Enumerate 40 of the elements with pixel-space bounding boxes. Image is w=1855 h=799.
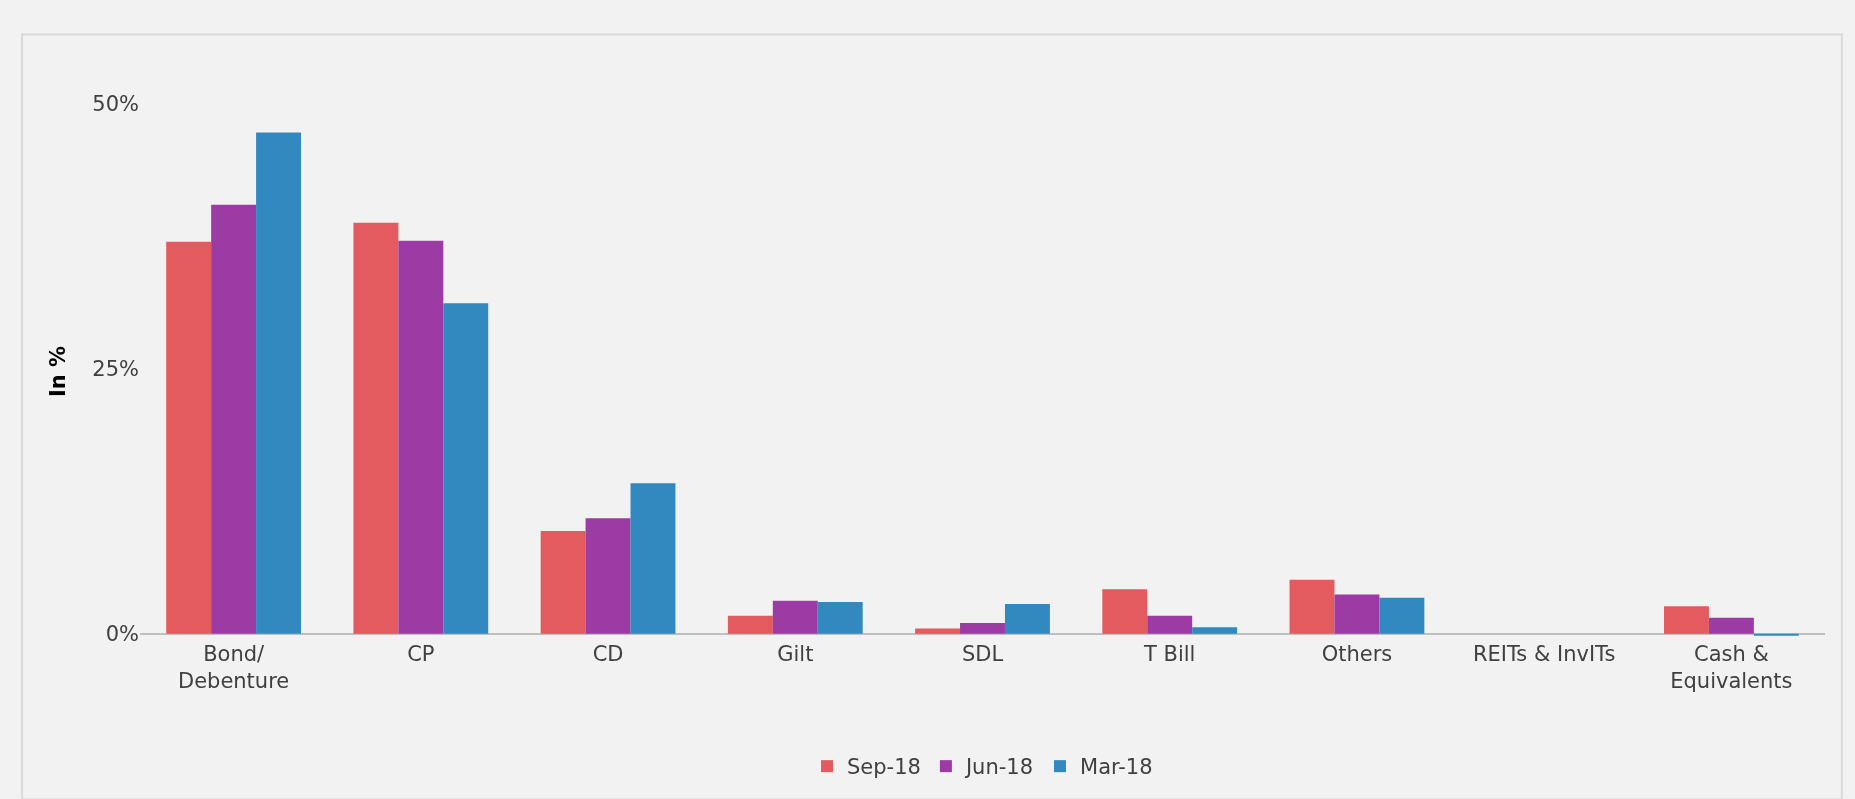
y-tick-label: 25% <box>92 357 139 382</box>
x-tick-label: CD <box>592 642 624 666</box>
bar <box>1192 627 1238 634</box>
bar <box>915 628 961 634</box>
bar <box>1753 633 1799 636</box>
bar <box>727 615 773 634</box>
x-tick-label: T Bill <box>1143 642 1196 666</box>
x-tick-label: Cash & Equivalents <box>1670 642 1793 694</box>
bar <box>585 518 631 634</box>
x-tick-label: SDL <box>961 642 1004 666</box>
bar <box>540 530 586 634</box>
bar <box>166 241 212 634</box>
x-tick-label: Bond/ Debenture <box>177 642 290 694</box>
y-axis-title: In % <box>46 345 71 398</box>
bar <box>817 601 863 634</box>
bar <box>443 303 489 634</box>
bar <box>1289 579 1335 634</box>
legend-label: Mar-18 <box>1080 755 1153 780</box>
y-tick-label: 50% <box>92 92 139 117</box>
legend-label: Sep-18 <box>847 755 921 780</box>
bar <box>1004 604 1050 634</box>
bar <box>211 204 257 634</box>
bar <box>1708 617 1754 634</box>
bar <box>630 483 676 634</box>
legend-label: Jun-18 <box>963 755 1034 780</box>
bar <box>1147 615 1193 634</box>
x-tick-label: Others <box>1321 642 1393 666</box>
x-tick-label: CP <box>407 642 435 666</box>
x-tick-label: REITs & InvITs <box>1472 642 1616 666</box>
bar <box>1379 597 1425 634</box>
bar <box>1102 589 1148 634</box>
bar <box>772 600 818 634</box>
bar <box>398 240 444 634</box>
bar <box>256 132 302 634</box>
x-tick-label: Gilt <box>777 642 814 666</box>
bar <box>1334 594 1380 634</box>
bar <box>1663 606 1709 634</box>
y-tick-label: 0% <box>105 622 139 647</box>
bar <box>353 222 399 634</box>
bar <box>960 623 1005 634</box>
